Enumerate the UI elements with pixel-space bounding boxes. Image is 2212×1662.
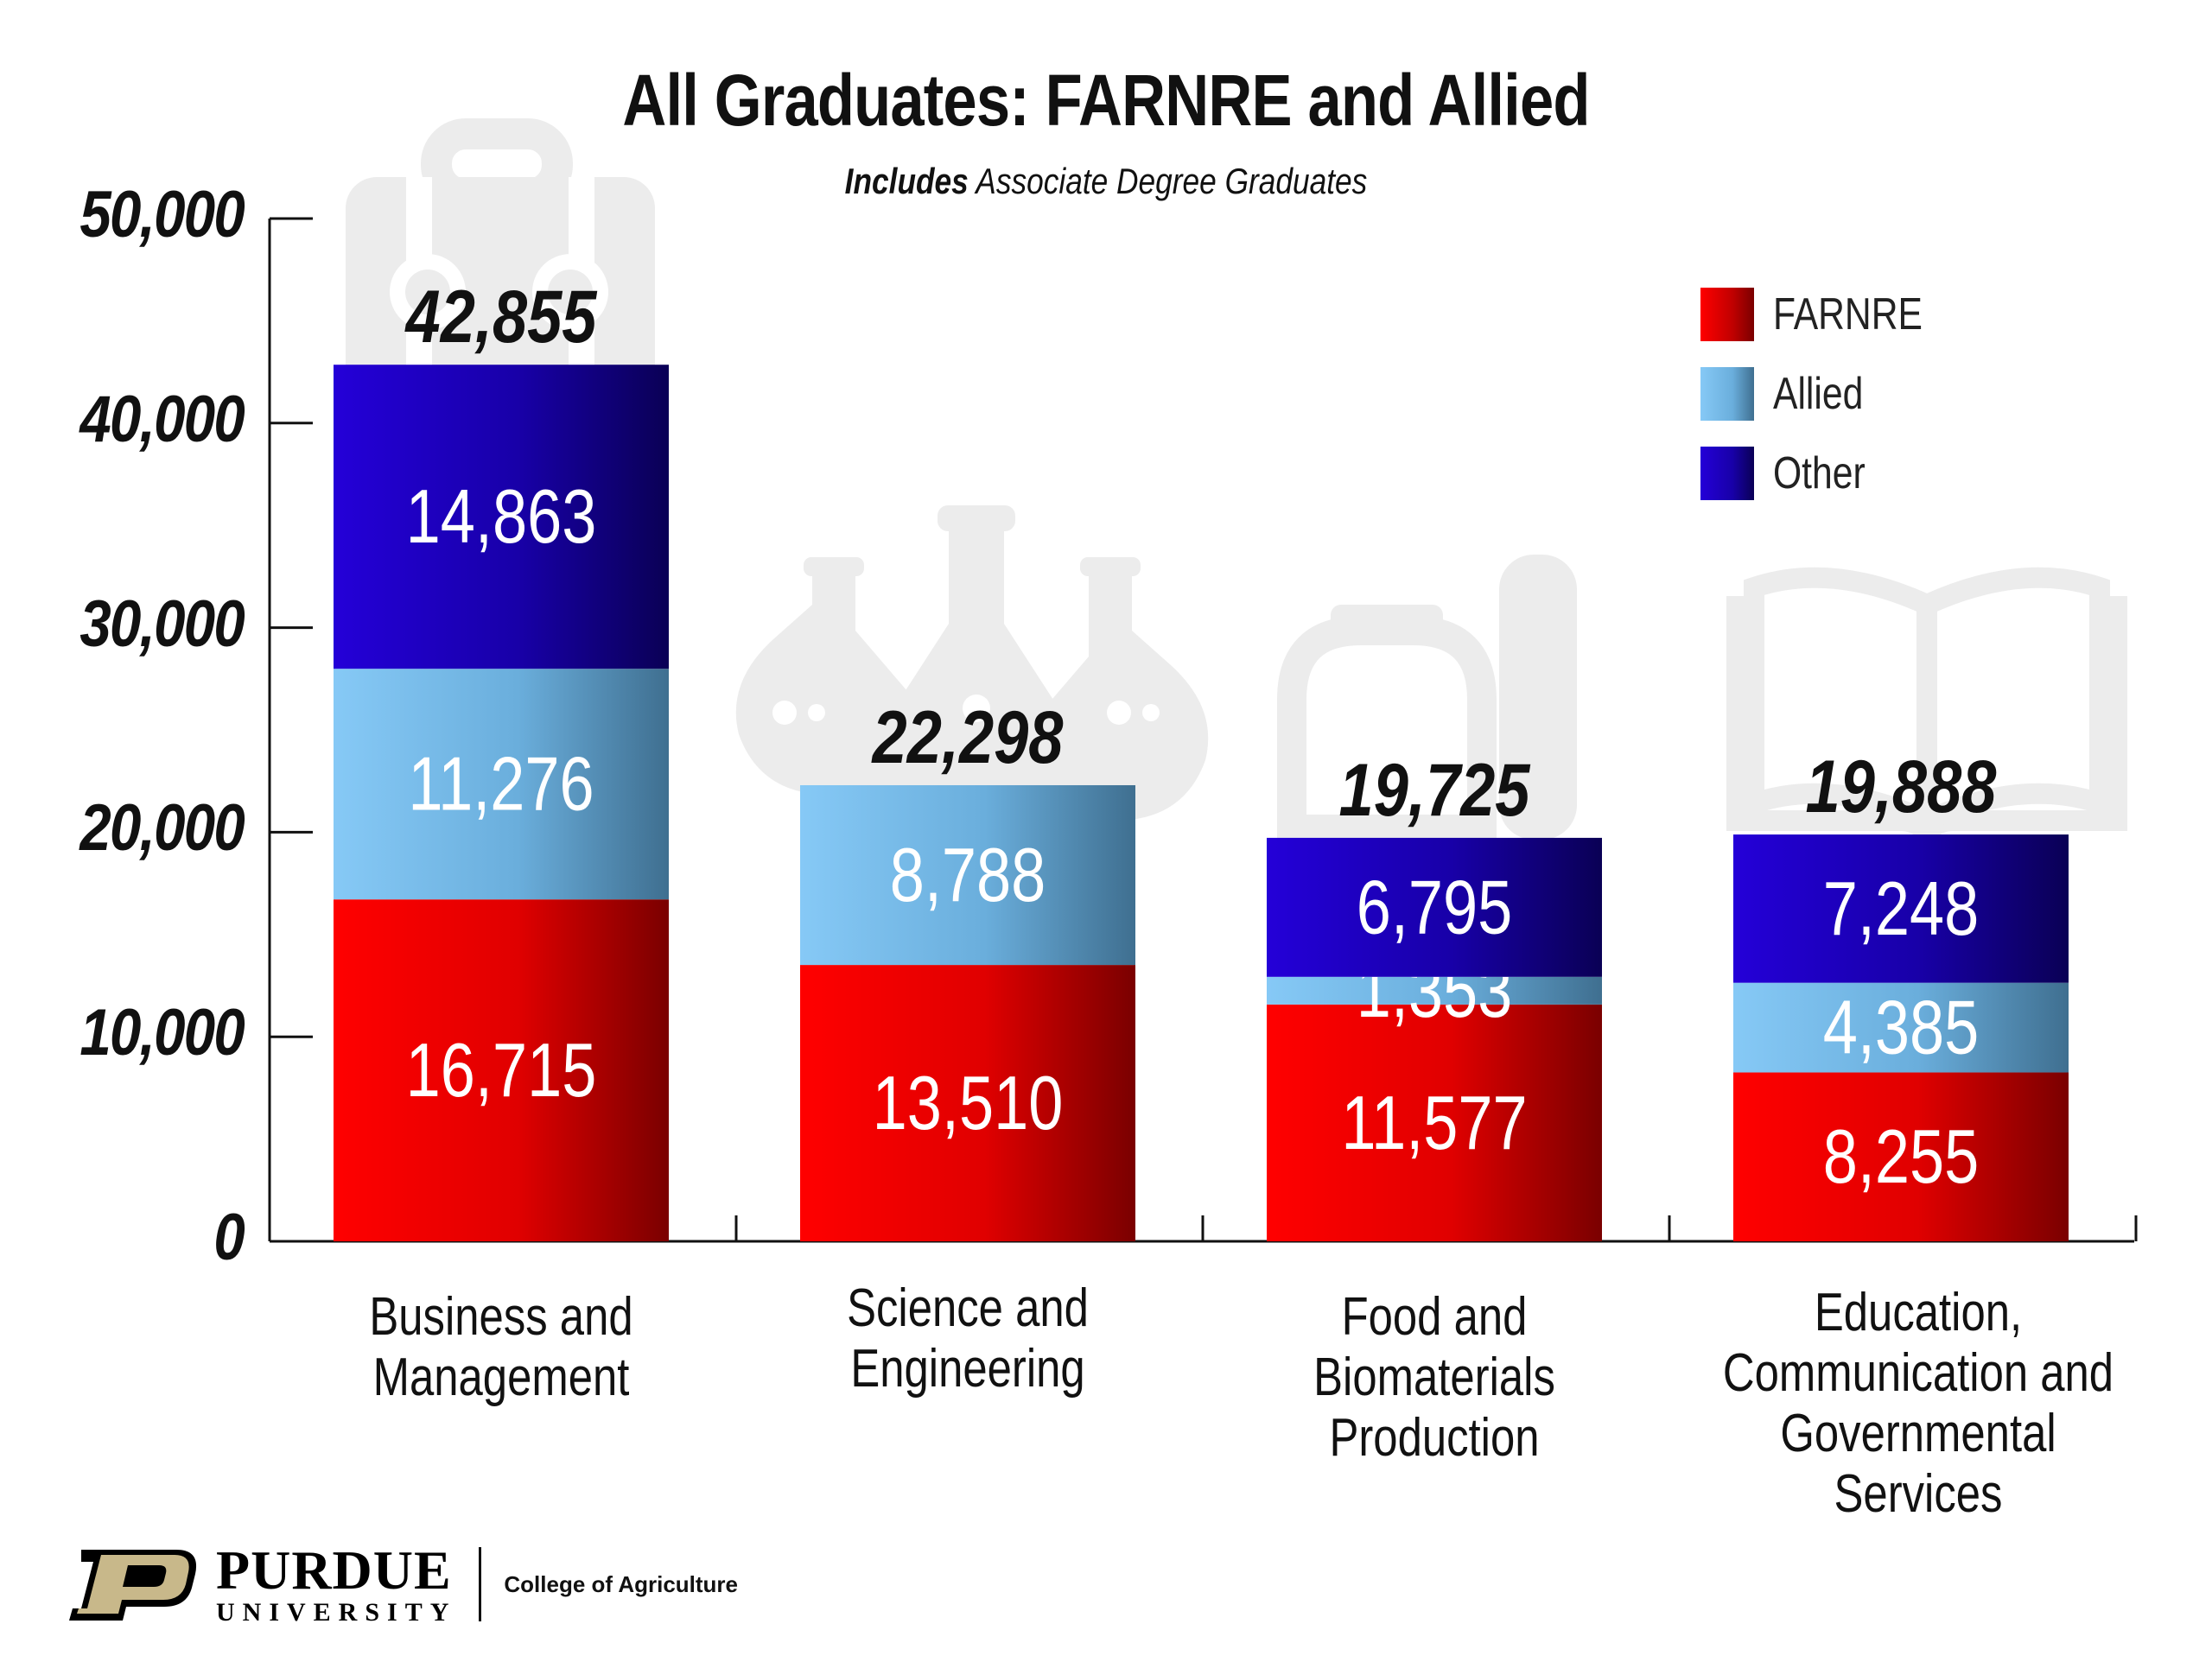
purdue-wordmark: PURDUE UNIVERSITY	[216, 1543, 456, 1626]
chart-title: All Graduates: FARNRE and Allied	[622, 60, 1590, 141]
legend-label: FARNRE	[1773, 289, 1923, 339]
bar-farnre-1	[800, 965, 1135, 1241]
y-tick-label: 0	[213, 1201, 245, 1274]
category-label: Science and Engineering	[847, 1278, 1089, 1399]
bar-farnre-0	[334, 899, 669, 1241]
category-label: Business and Management	[369, 1287, 633, 1407]
bar-farnre-2	[1267, 1004, 1602, 1241]
legend-label: Allied	[1773, 369, 1864, 419]
data-label-allied-0: 11,276	[408, 742, 594, 827]
y-tick-label: 50,000	[79, 178, 245, 251]
grain-silo-icon	[1277, 555, 1577, 844]
data-label-other-2: 6,795	[1357, 866, 1513, 950]
footer: PURDUE UNIVERSITY College of Agriculture	[62, 1543, 738, 1626]
legend-item-farnre: FARNRE	[1700, 275, 1955, 354]
legend-item-allied: Allied	[1700, 354, 1955, 434]
category-label: Education, Communication and Governmenta…	[1722, 1283, 2114, 1524]
data-label-allied-3: 4,385	[1823, 986, 1980, 1070]
y-tick-label: 30,000	[79, 587, 245, 661]
college-name: College of Agriculture	[504, 1570, 739, 1597]
purdue-p-logo-icon	[69, 1550, 197, 1621]
legend-swatch	[1700, 367, 1754, 421]
total-label-2: 19,725	[1339, 748, 1532, 831]
data-label-farnre-3: 8,255	[1823, 1115, 1980, 1200]
subtitle-emphasis: Includes	[844, 161, 969, 201]
total-label-1: 22,298	[871, 695, 1065, 778]
university-name: PURDUE	[216, 1539, 452, 1601]
flask-icon	[735, 505, 1209, 821]
bar-other-0	[334, 365, 669, 669]
data-label-allied-1: 8,788	[890, 833, 1046, 917]
category-label: Food and Biomaterials Production	[1313, 1287, 1555, 1468]
bar-other-3	[1733, 834, 2069, 983]
total-label-0: 42,855	[404, 275, 598, 358]
data-label-farnre-1: 13,510	[873, 1061, 1064, 1145]
y-tick-label: 10,000	[79, 996, 245, 1070]
legend-swatch	[1700, 288, 1754, 341]
bar-allied-1	[800, 784, 1135, 966]
bar-allied-2	[1267, 976, 1602, 1005]
bar-allied-3	[1733, 982, 2069, 1073]
chart-subtitle: Includes Associate Degree Graduates	[177, 161, 2035, 202]
subtitle-rest: Associate Degree Graduates	[968, 161, 1368, 201]
legend: FARNRE Allied Other	[1700, 275, 1955, 513]
university-subname: UNIVERSITY	[216, 1598, 457, 1627]
bar-other-2	[1267, 837, 1602, 977]
bar-allied-0	[334, 669, 669, 900]
legend-item-other: Other	[1700, 434, 1955, 513]
data-label-other-3: 7,248	[1823, 866, 1980, 951]
footer-divider	[479, 1547, 482, 1621]
legend-label: Other	[1773, 448, 1866, 498]
briefcase-icon	[346, 118, 655, 402]
data-label-farnre-0: 16,715	[406, 1028, 597, 1113]
data-label-other-0: 14,863	[406, 474, 597, 559]
y-tick-label: 40,000	[79, 382, 245, 456]
open-book-icon	[1726, 567, 2127, 849]
bar-farnre-3	[1733, 1072, 2069, 1241]
total-label-3: 19,888	[1806, 745, 1998, 828]
legend-swatch	[1700, 447, 1754, 500]
y-tick-label: 20,000	[79, 791, 245, 866]
data-label-farnre-2: 11,577	[1341, 1081, 1527, 1165]
